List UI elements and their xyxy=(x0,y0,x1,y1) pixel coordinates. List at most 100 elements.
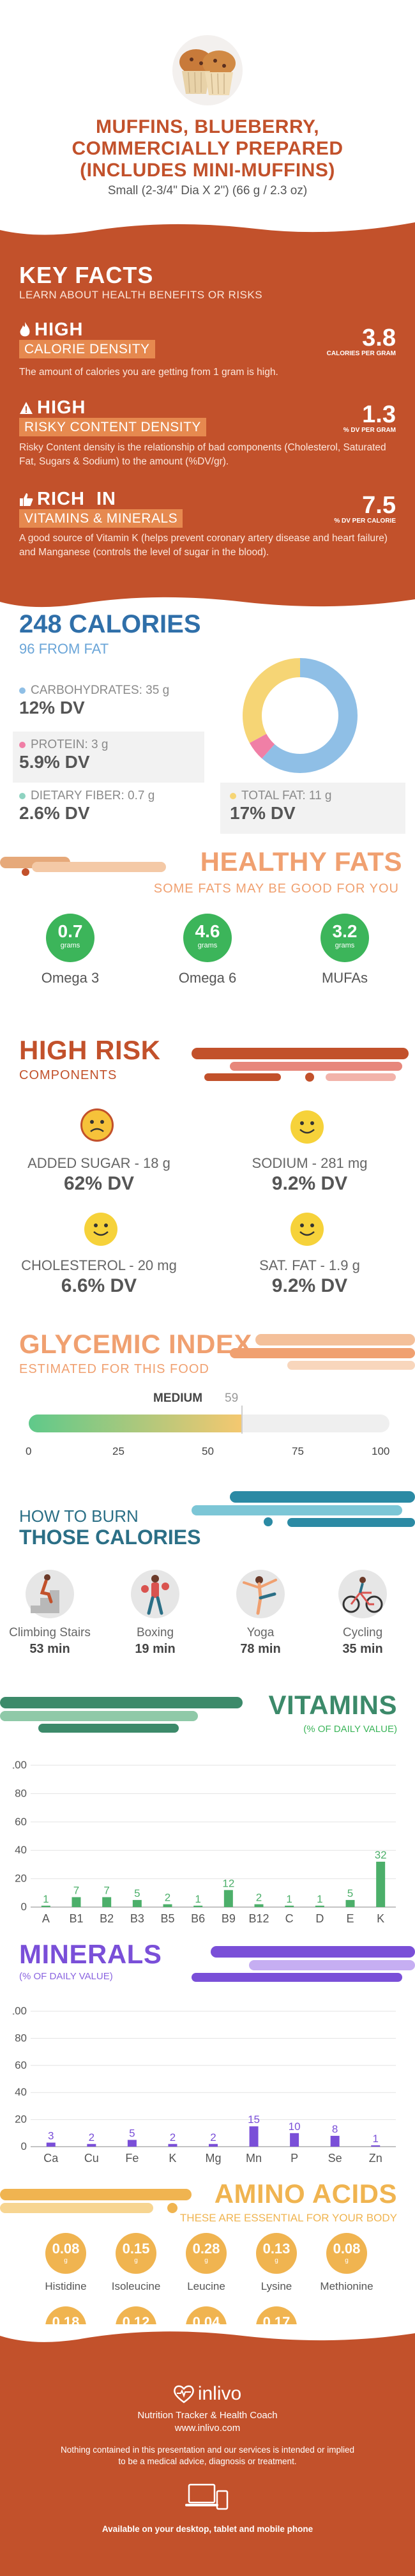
amino-decor xyxy=(0,2189,192,2213)
fact-vitamins-minerals: RICH IN VITAMINS & MINERALS xyxy=(19,489,183,528)
fiber-dv: 2.6% DV xyxy=(19,803,90,823)
fact-label: CALORIE DENSITY xyxy=(19,340,155,358)
amino-unit: g xyxy=(64,2257,68,2264)
cholesterol-label: CHOLESTEROL - 20 mg xyxy=(21,1257,177,1273)
sodium-label: SODIUM - 281 mg xyxy=(252,1155,368,1171)
stairs-icon xyxy=(24,1568,75,1623)
fact-calorie-density: HIGH CALORIE DENSITY xyxy=(19,319,155,358)
key-facts-subtitle: LEARN ABOUT HEALTH BENEFITS OR RISKS xyxy=(19,289,263,301)
carbs-dv: 12% DV xyxy=(19,698,85,717)
bar-value-label: 15 xyxy=(248,2113,260,2126)
glycemic-level: MEDIUM xyxy=(153,1392,203,1405)
footer-wave xyxy=(0,2324,415,2342)
food-title-line-1: MUFFINS, BLUEBERRY, xyxy=(95,116,320,137)
bar-k xyxy=(376,1861,386,1907)
inlivo-logo: inlivo xyxy=(160,2383,255,2405)
x-category-label: Mn xyxy=(246,2152,262,2165)
bar-value-label: 5 xyxy=(129,2127,135,2139)
food-title-line-3: (INCLUDES MINI-MUFFINS) xyxy=(80,160,335,181)
mufas-label: MUFAs xyxy=(321,970,368,986)
wave-top-divider xyxy=(0,217,415,235)
amino-circle: 0.13 g xyxy=(256,2233,297,2274)
amino-name: Lysine xyxy=(260,2280,292,2292)
fat-block: TOTAL FAT: 11 g 17% DV xyxy=(230,789,332,824)
burn-yoga-label: Yoga xyxy=(246,1626,275,1639)
amino-unit: g xyxy=(345,2257,349,2264)
bar-value-label: 32 xyxy=(375,1849,387,1861)
disclaimer-line-1: Nothing contained in this presentation a… xyxy=(60,2445,355,2455)
burn-boxing-label: Boxing xyxy=(136,1626,174,1639)
fact-value: 1.3 xyxy=(362,401,396,428)
devices-icon xyxy=(185,2482,230,2517)
healthy-fats-subtitle: SOME FATS MAY BE GOOD FOR YOU xyxy=(153,882,399,896)
healthy-fats-title: HEALTHY FATS xyxy=(200,847,402,877)
protein-legend-dot xyxy=(19,741,26,748)
glycemic-marker xyxy=(241,1406,243,1434)
vitamins-bar-chart: 0 20 40 60 80 100 1 A 7 B1 7 B2 5 B3 2 B5 1 B6 12 B9 2 B12 1 C 1… xyxy=(13,1760,396,1925)
bar-a xyxy=(41,1905,50,1907)
disclaimer-line-2: to be a medical advice, diagnosis or tre… xyxy=(118,2457,297,2466)
y-tick-label: 20 xyxy=(15,1873,27,1885)
amino-subtitle: THESE ARE ESSENTIAL FOR YOUR BODY xyxy=(179,2212,397,2224)
carbs-block: CARBOHYDRATES: 35 g 12% DV xyxy=(19,684,169,718)
mufas-unit: grams xyxy=(335,942,355,949)
y-tick-label: 80 xyxy=(15,1787,27,1799)
y-tick-label: 0 xyxy=(21,2140,27,2152)
flame-icon xyxy=(19,321,31,339)
x-category-label: B12 xyxy=(248,1912,269,1925)
bar-value-label: 3 xyxy=(48,2130,54,2142)
fact-description: Risky Content density is the relationshi… xyxy=(19,442,386,467)
protein-dv: 5.9% DV xyxy=(19,752,90,772)
fact-unit: % DV PER CALORIE xyxy=(334,518,396,525)
fact-unit: % DV PER GRAM xyxy=(343,427,396,434)
x-category-label: Zn xyxy=(369,2152,382,2165)
amino-circle: 0.08 g xyxy=(45,2233,86,2274)
bar-b2 xyxy=(102,1897,112,1907)
wave-bottom-divider xyxy=(0,597,415,613)
fat-label: TOTAL FAT: 11 g xyxy=(241,789,332,802)
amino-name: Methionine xyxy=(320,2280,374,2292)
vitamins-subtitle: (% OF DAILY VALUE) xyxy=(303,1724,397,1735)
calories-from-fat: 96 FROM FAT xyxy=(19,641,109,657)
minerals-decor xyxy=(192,1946,415,1982)
x-category-label: C xyxy=(285,1912,294,1925)
bar-ca xyxy=(46,2142,56,2147)
bar-value-label: 10 xyxy=(289,2120,301,2133)
amino-title: AMINO ACIDS xyxy=(214,2179,397,2209)
x-category-label: B9 xyxy=(222,1912,236,1925)
x-category-label: A xyxy=(42,1912,50,1925)
y-tick-label: 20 xyxy=(15,2113,27,2126)
bar-value-label: 5 xyxy=(347,1887,353,1899)
fat-dv: 17% DV xyxy=(230,803,296,823)
happy-face-icon xyxy=(290,1110,324,1144)
burn-boxing-min: 19 min xyxy=(135,1642,176,1656)
y-tick-label: 0 xyxy=(21,1901,27,1913)
x-category-label: B5 xyxy=(160,1912,174,1925)
bar-value-label: 2 xyxy=(165,1892,170,1904)
x-category-label: Se xyxy=(328,2152,342,2165)
food-title-line-2: COMMERCIALLY PREPARED xyxy=(72,138,343,159)
bar-value-label: 2 xyxy=(170,2131,176,2143)
fact-label: RISKY CONTENT DENSITY xyxy=(19,418,206,436)
burn-stairs-label: Climbing Stairs xyxy=(9,1626,91,1639)
protein-block: PROTEIN: 3 g 5.9% DV xyxy=(19,738,108,772)
burn-stairs-min: 53 min xyxy=(29,1642,70,1656)
amino-circle: 0.28 g xyxy=(186,2233,227,2274)
x-category-label: B6 xyxy=(191,1912,205,1925)
bar-value-label: 5 xyxy=(134,1887,140,1899)
bar-value-label: 2 xyxy=(256,1892,262,1904)
burn-cycling-min: 35 min xyxy=(342,1642,383,1656)
bar-value-label: 1 xyxy=(372,2133,378,2145)
omega3-unit: grams xyxy=(60,942,80,949)
bar-value-label: 7 xyxy=(103,1884,109,1896)
omega6-unit: grams xyxy=(197,942,218,949)
bar-k xyxy=(168,2143,177,2147)
amino-name: Isoleucine xyxy=(111,2280,161,2292)
footer xyxy=(0,2324,415,2576)
fiber-legend-dot xyxy=(19,792,26,799)
bar-value-label: 8 xyxy=(332,2123,338,2135)
amino-value: 0.15 xyxy=(122,2241,150,2257)
footer-url[interactable]: www.inlivo.com xyxy=(174,2423,241,2434)
x-category-label: B3 xyxy=(130,1912,144,1925)
vitamins-decor xyxy=(0,1697,243,1733)
